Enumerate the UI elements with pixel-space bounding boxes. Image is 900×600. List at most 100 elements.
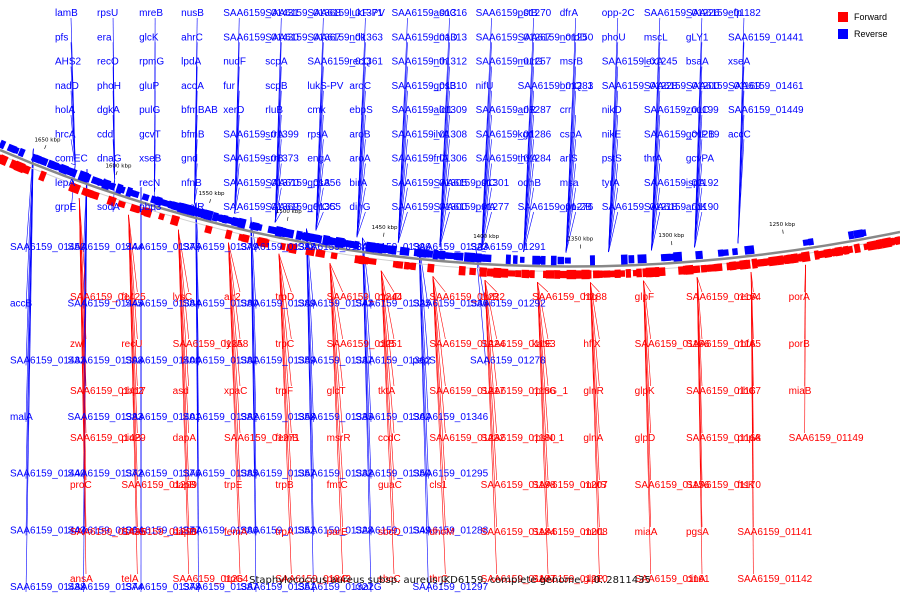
leader-line <box>651 163 661 251</box>
gene-label: SAA6159_01207 <box>532 480 608 491</box>
gene-label: phoU <box>602 32 626 43</box>
gene-label: SAA6159_01226 <box>644 8 720 19</box>
axis-tick-label: 1400 kbp <box>473 234 499 240</box>
backbone-line <box>0 148 900 268</box>
gene-label: lukF-PV <box>349 8 385 19</box>
leader-line <box>177 229 189 434</box>
gene-label: femA <box>224 527 248 538</box>
gene-label: scpB <box>265 81 288 92</box>
reverse-gene-block <box>399 246 410 256</box>
leader-line <box>70 114 76 165</box>
gene-label: SAA6159_01444 <box>68 242 144 253</box>
gene-label: SAA6159_01142 <box>737 574 812 585</box>
gene-label: SAA6159_01389 <box>240 299 316 310</box>
gene-label: SAA6159_01199 <box>644 105 719 116</box>
gene-label: opuD <box>378 292 402 303</box>
reverse-gene-block <box>620 254 628 265</box>
gene-label: zwf <box>70 339 85 350</box>
gene-label: thrA <box>644 154 663 165</box>
leader-line <box>329 263 343 575</box>
leader-line <box>274 163 282 223</box>
gene-label: SAA6159_01264 <box>173 574 249 585</box>
leader-line <box>484 279 497 293</box>
leader-line <box>475 249 487 253</box>
legend-swatch-forward <box>838 11 848 22</box>
gene-label: glpF <box>635 292 654 303</box>
gene-label: SAA6159_01450 <box>10 242 86 253</box>
leader-line <box>565 114 577 253</box>
gene-label: parC <box>327 574 349 585</box>
leader-line <box>750 271 754 575</box>
reverse-gene-block <box>637 254 647 264</box>
forward-gene-block <box>545 270 555 279</box>
gene-label: tyrA <box>602 178 620 189</box>
leader-line <box>537 282 549 340</box>
gene-label: SAA6159_01374 <box>68 582 144 593</box>
reverse-gene-block <box>455 252 464 261</box>
gene-label: SAA6159_01398 <box>68 355 144 366</box>
forward-gene-block <box>458 265 466 276</box>
gene-label: SAA6159_01224 <box>429 339 505 350</box>
gene-label: SAA6159_01309 <box>391 105 467 116</box>
leader-line <box>306 228 314 593</box>
gene-label: lamB <box>55 8 78 19</box>
gene-label: miaA <box>635 527 658 538</box>
gene-label: SAA6159_01346 <box>413 412 489 423</box>
forward-gene-block <box>530 270 535 279</box>
gene-label: thrB <box>481 292 500 303</box>
gene-label: SAA6159_01271 <box>224 433 300 444</box>
gene-label: gnd <box>181 154 198 165</box>
gene-label: SAA6159_01166 <box>635 339 710 350</box>
leader-line <box>234 211 240 214</box>
gene-label: rpmG_1 <box>532 386 569 397</box>
gene-label: nikD <box>602 105 622 116</box>
legend-item-forward: Forward <box>838 8 888 25</box>
gene-label: SAA6159_01306 <box>391 154 467 165</box>
gene-label: SAA6159_01270 <box>476 8 552 19</box>
leader-line <box>523 139 534 252</box>
leader-line <box>696 277 703 340</box>
legend-label-forward: Forward <box>854 11 888 22</box>
leader-line <box>380 270 395 387</box>
gene-label: SAA6159_01352 <box>240 525 316 536</box>
gene-label: ald1 <box>434 105 453 116</box>
leader-line <box>523 211 534 252</box>
leader-line <box>537 281 549 293</box>
gene-label: SAA6159_01291 <box>470 242 546 253</box>
gene-label: hrcA <box>55 129 76 140</box>
gene-label: SAA6159_01156 <box>635 480 710 491</box>
gene-label: glnR <box>583 386 604 397</box>
forward-gene-block <box>224 229 233 240</box>
forward-gene-block <box>361 256 369 265</box>
gene-label: SAA6159_01350 <box>355 469 431 480</box>
forward-gene-block <box>143 207 153 218</box>
leader-line <box>250 217 257 593</box>
gene-label: SAA6159_01250 <box>518 32 594 43</box>
reverse-gene-block <box>156 197 168 207</box>
gene-label: SAA6159_01141 <box>737 527 812 538</box>
axis-tick-label: 1500 kbp <box>276 209 302 215</box>
leader-line <box>380 270 395 293</box>
gene-label: SAA6159_01332 <box>298 469 374 480</box>
leader-line <box>590 282 600 293</box>
leader-line <box>694 187 703 248</box>
leader-line <box>651 211 661 251</box>
gene-label: gcvPB <box>686 129 715 140</box>
gene-label: papS <box>413 355 437 366</box>
leader-line <box>278 253 292 340</box>
leader-line <box>177 229 189 387</box>
gene-label: ccdC <box>378 433 401 444</box>
gene-label: SAA6159_01431 <box>223 8 299 19</box>
gene-label: proC <box>70 480 92 491</box>
leader-line <box>177 229 189 293</box>
gene-label: nfo <box>97 178 111 189</box>
gene-label: dapA <box>173 433 197 444</box>
forward-gene-block <box>169 214 180 227</box>
forward-gene-block <box>395 261 404 269</box>
gene-label: rpmG <box>139 57 164 68</box>
gene-label: SAA6159_01369 <box>223 202 299 213</box>
gene-label: SAA6159_01243 <box>275 574 351 585</box>
leader-line <box>523 163 534 252</box>
gene-label: SAA6159_01200 <box>644 81 720 92</box>
gene-label: SAA6159_01376 <box>125 469 201 480</box>
